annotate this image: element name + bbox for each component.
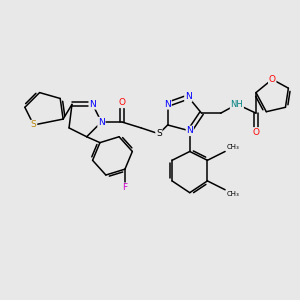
Text: CH₃: CH₃ [226, 191, 239, 197]
Text: O: O [118, 98, 125, 107]
Text: N: N [98, 118, 105, 127]
Text: N: N [186, 126, 193, 135]
Text: N: N [89, 100, 96, 109]
Text: O: O [269, 75, 276, 84]
Text: O: O [253, 128, 260, 137]
Text: S: S [31, 121, 37, 130]
Text: N: N [185, 92, 192, 101]
Text: NH: NH [230, 100, 243, 109]
Text: N: N [164, 100, 171, 109]
Text: S: S [156, 129, 162, 138]
Text: CH₃: CH₃ [226, 144, 239, 150]
Text: F: F [122, 183, 128, 192]
